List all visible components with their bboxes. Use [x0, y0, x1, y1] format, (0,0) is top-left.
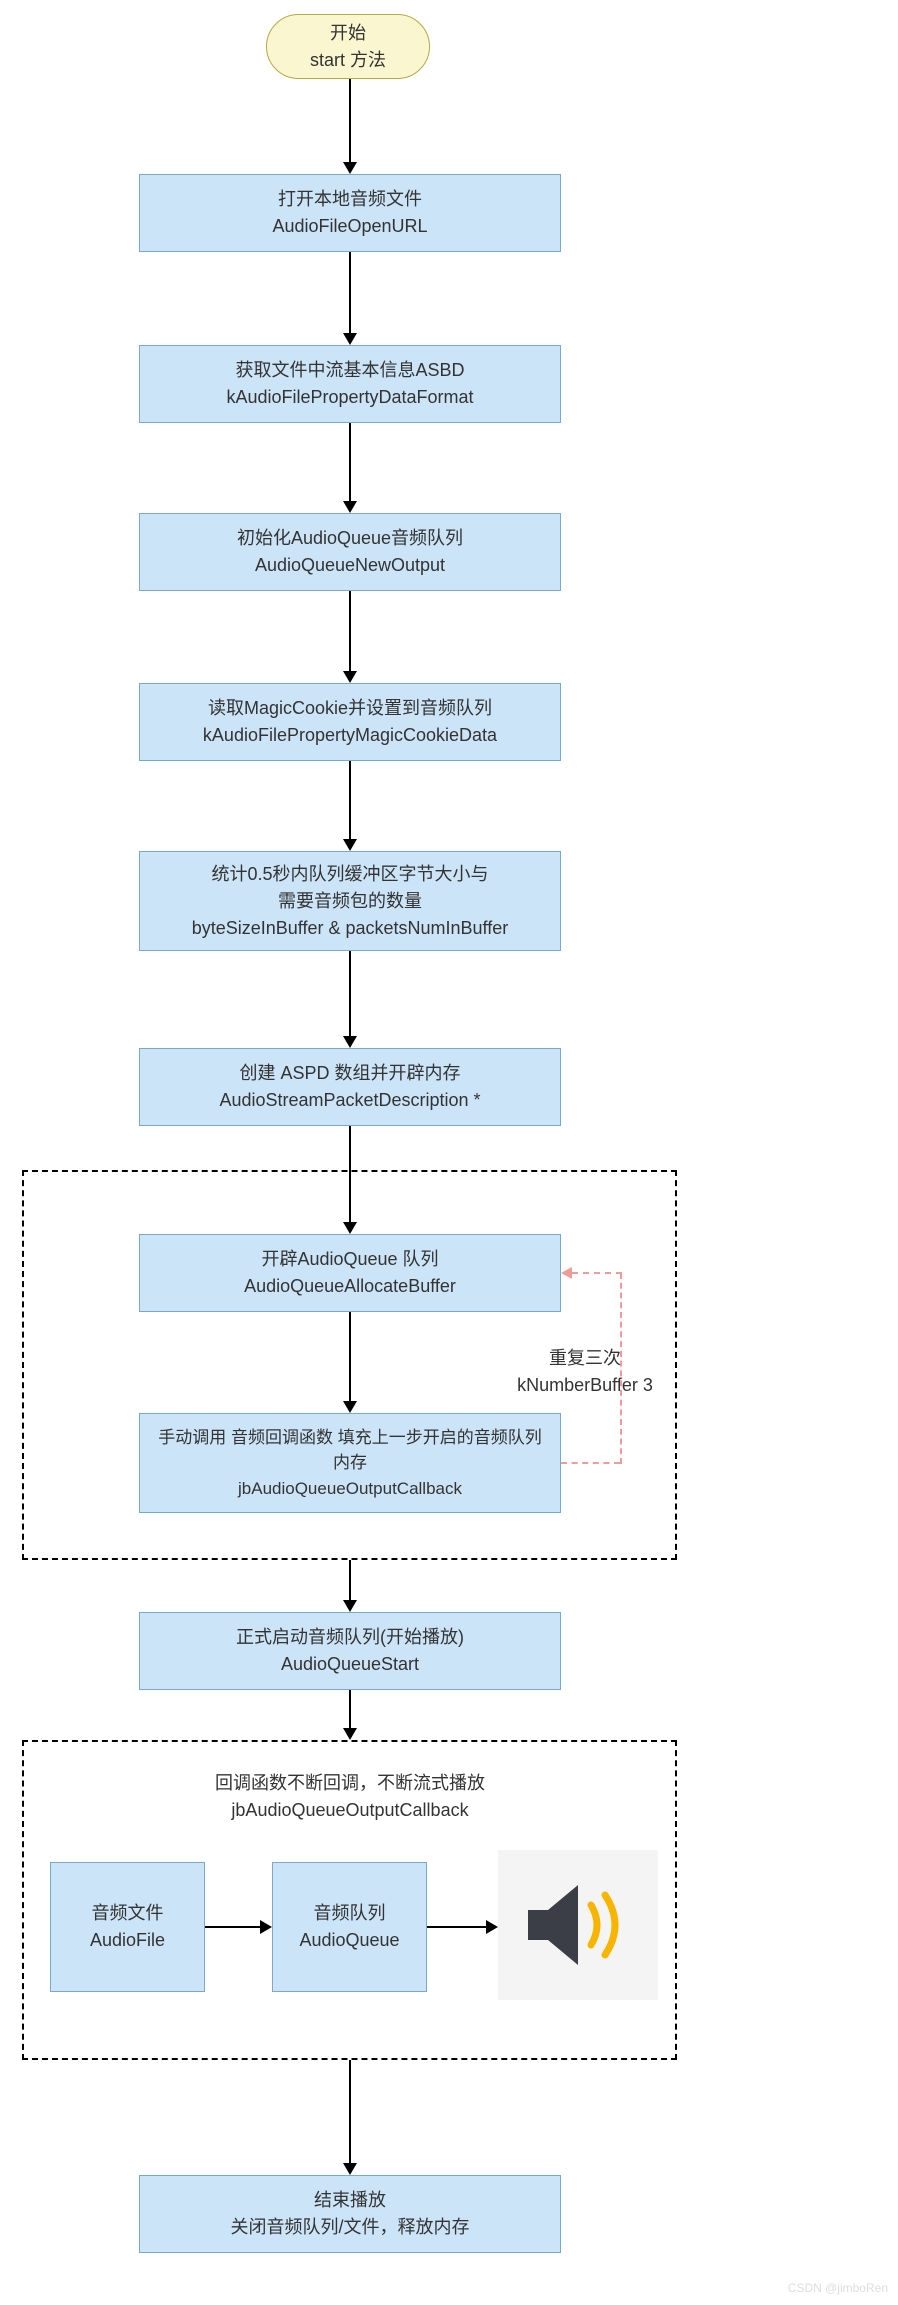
arrow-6 — [349, 951, 351, 1036]
n8-line3: jbAudioQueueOutputCallback — [238, 1476, 462, 1502]
arrow-2 — [349, 252, 351, 333]
arrow-3 — [349, 423, 351, 501]
loop-seg-3 — [572, 1272, 622, 1274]
n5-line1: 统计0.5秒内队列缓冲区字节大小与 — [211, 861, 488, 888]
node-audio-queue: 音频队列 AudioQueue — [272, 1862, 427, 1992]
arrow-9 — [349, 1560, 351, 1600]
repeat-line1: 重复三次 — [495, 1345, 675, 1372]
arrow-10 — [349, 1690, 351, 1728]
repeat-label: 重复三次 kNumberBuffer 3 — [495, 1345, 675, 1399]
arrow-1-head — [343, 162, 357, 174]
n8-line1: 手动调用 音频回调函数 填充上一步开启的音频队列 — [158, 1425, 541, 1451]
h-arrow-2 — [427, 1926, 486, 1928]
n9-line2: AudioQueueStart — [281, 1651, 419, 1678]
arrow-5 — [349, 761, 351, 839]
callback-line2: jbAudioQueueOutputCallback — [140, 1797, 560, 1824]
start-line1: 开始 — [330, 20, 366, 47]
loop-seg-2 — [620, 1273, 622, 1464]
arrow-4 — [349, 591, 351, 671]
flowchart-canvas: 开始 start 方法 打开本地音频文件 AudioFileOpenURL 获取… — [0, 0, 898, 2305]
n12-line2: 关闭音频队列/文件，释放内存 — [231, 2214, 470, 2241]
n10-line2: AudioFile — [90, 1927, 165, 1954]
node-allocate-buffer: 开辟AudioQueue 队列 AudioQueueAllocateBuffer — [139, 1234, 561, 1312]
n8-line2: 内存 — [333, 1450, 367, 1476]
n1-line2: AudioFileOpenURL — [272, 213, 427, 240]
loop-arrow-head — [561, 1267, 572, 1279]
speaker-icon — [498, 1850, 658, 2000]
arrow-10-head — [343, 1728, 357, 1740]
h-arrow-1-head — [260, 1920, 272, 1934]
h-arrow-1 — [205, 1926, 260, 1928]
arrow-4-head — [343, 671, 357, 683]
watermark: CSDN @jimboRen — [788, 2281, 888, 2295]
n6-line1: 创建 ASPD 数组并开辟内存 — [239, 1060, 460, 1087]
node-buffer-stats: 统计0.5秒内队列缓冲区字节大小与 需要音频包的数量 byteSizeInBuf… — [139, 851, 561, 951]
arrow-1 — [349, 79, 351, 162]
arrow-9-head — [343, 1600, 357, 1612]
callback-label: 回调函数不断回调，不断流式播放 jbAudioQueueOutputCallba… — [140, 1770, 560, 1824]
arrow-5-head — [343, 839, 357, 851]
node-init-queue: 初始化AudioQueue音频队列 AudioQueueNewOutput — [139, 513, 561, 591]
arrow-2-head — [343, 333, 357, 345]
n7-line2: AudioQueueAllocateBuffer — [244, 1273, 456, 1300]
loop-seg-1 — [561, 1462, 620, 1464]
repeat-line2: kNumberBuffer 3 — [495, 1372, 675, 1399]
n4-line2: kAudioFilePropertyMagicCookieData — [203, 722, 497, 749]
node-audio-file: 音频文件 AudioFile — [50, 1862, 205, 1992]
n3-line2: AudioQueueNewOutput — [255, 552, 445, 579]
h-arrow-2-head — [486, 1920, 498, 1934]
n4-line1: 读取MagicCookie并设置到音频队列 — [208, 695, 492, 722]
node-magic-cookie: 读取MagicCookie并设置到音频队列 kAudioFileProperty… — [139, 683, 561, 761]
n2-line2: kAudioFilePropertyDataFormat — [226, 384, 473, 411]
n7-line1: 开辟AudioQueue 队列 — [261, 1246, 438, 1273]
node-start-queue: 正式启动音频队列(开始播放) AudioQueueStart — [139, 1612, 561, 1690]
arrow-8-head — [343, 1401, 357, 1413]
start-line2: start 方法 — [310, 47, 386, 74]
arrow-11 — [349, 2060, 351, 2163]
arrow-7-head — [343, 1222, 357, 1234]
callback-line1: 回调函数不断回调，不断流式播放 — [140, 1770, 560, 1797]
arrow-7 — [349, 1126, 351, 1222]
arrow-8 — [349, 1312, 351, 1401]
n10-line1: 音频文件 — [92, 1900, 164, 1927]
arrow-3-head — [343, 501, 357, 513]
node-get-asbd: 获取文件中流基本信息ASBD kAudioFilePropertyDataFor… — [139, 345, 561, 423]
n5-line3: byteSizeInBuffer & packetsNumInBuffer — [192, 915, 509, 942]
n3-line1: 初始化AudioQueue音频队列 — [237, 525, 463, 552]
n2-line1: 获取文件中流基本信息ASBD — [235, 357, 464, 384]
n11-line2: AudioQueue — [299, 1927, 399, 1954]
arrow-6-head — [343, 1036, 357, 1048]
node-end: 结束播放 关闭音频队列/文件，释放内存 — [139, 2175, 561, 2253]
n6-line2: AudioStreamPacketDescription * — [219, 1087, 480, 1114]
n9-line1: 正式启动音频队列(开始播放) — [236, 1624, 464, 1651]
arrow-11-head — [343, 2163, 357, 2175]
n12-line1: 结束播放 — [314, 2187, 386, 2214]
node-callback-fill: 手动调用 音频回调函数 填充上一步开启的音频队列 内存 jbAudioQueue… — [139, 1413, 561, 1513]
n1-line1: 打开本地音频文件 — [278, 186, 422, 213]
start-node: 开始 start 方法 — [266, 14, 430, 79]
node-aspd: 创建 ASPD 数组并开辟内存 AudioStreamPacketDescrip… — [139, 1048, 561, 1126]
n5-line2: 需要音频包的数量 — [278, 888, 422, 915]
n11-line1: 音频队列 — [314, 1900, 386, 1927]
node-open-file: 打开本地音频文件 AudioFileOpenURL — [139, 174, 561, 252]
